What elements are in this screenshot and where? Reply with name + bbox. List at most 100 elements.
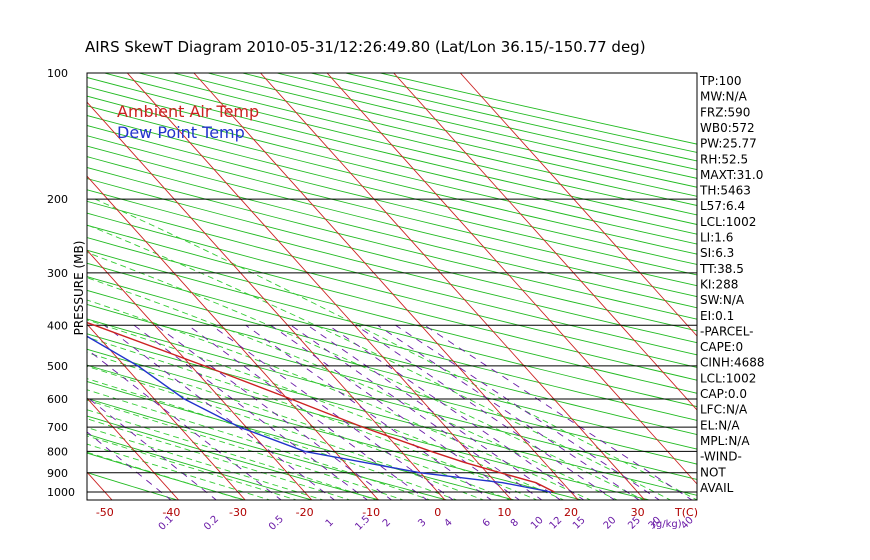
stat-line: NOT <box>700 465 726 479</box>
stat-line: MPL:N/A <box>700 434 750 448</box>
mixing-ratio-tick-label: 12 <box>548 515 565 532</box>
mixing-ratio-line <box>355 324 616 500</box>
mixing-ratio-tick-label: 1 <box>324 517 336 529</box>
mixing-ratio-line <box>211 324 454 500</box>
pressure-tick-label: 100 <box>47 67 68 80</box>
mixing-ratio-tick-label: 0.2 <box>202 514 221 533</box>
pressure-tick-label: 400 <box>47 319 68 332</box>
dry-adiabat-line <box>87 212 697 368</box>
dry-adiabat-line <box>87 303 697 465</box>
dry-adiabat-line <box>87 276 697 436</box>
legend-dew-point-temp: Dew Point Temp <box>117 123 245 142</box>
series-lines <box>87 321 555 493</box>
dry-adiabat-line <box>87 115 697 265</box>
dry-adiabat-line <box>87 135 697 287</box>
dry-adiabat-line <box>207 73 697 188</box>
mixing-ratio-tick-label: 20 <box>602 515 619 532</box>
pressure-tick-label: 500 <box>47 360 68 373</box>
isotherm-line <box>0 73 46 501</box>
dry-adiabat-line <box>87 125 697 276</box>
bottom-temp-tick-label: -10 <box>362 506 380 519</box>
stat-line: EL:N/A <box>700 418 740 432</box>
stat-line: CAPE:0 <box>700 340 743 354</box>
mixing-ratio-line <box>87 431 172 500</box>
dry-adiabat-line <box>87 249 697 408</box>
pressure-tick-label: 600 <box>47 393 68 406</box>
chart-title: AIRS SkewT Diagram 2010-05-31/12:26:49.8… <box>85 38 646 56</box>
bottom-temp-tick-labels: -50 -40 -30 -20 -10 0 10 20 30 <box>96 506 645 519</box>
grid-lines <box>0 73 697 501</box>
isotherm-line <box>126 73 513 500</box>
mixing-ratio-line <box>245 324 493 500</box>
bottom-temp-tick-label: 30 <box>631 506 645 519</box>
moist-adiabat-line <box>87 251 645 500</box>
moist-adiabat-line <box>87 352 512 500</box>
mixing-ratio-tick-label: 8 <box>509 517 521 529</box>
isotherm-line <box>193 73 579 500</box>
mixing-ratio-line <box>87 396 217 500</box>
y-axis-label: PRESSURE (MB) <box>72 241 86 336</box>
moist-adiabat-line <box>87 399 405 500</box>
bottom-temp-tick-label: 0 <box>434 506 441 519</box>
stat-line: MW:N/A <box>700 90 748 104</box>
stat-line: SW:N/A <box>700 293 745 307</box>
stat-line: TT:38.5 <box>699 262 744 276</box>
dry-adiabat-line <box>87 333 697 496</box>
stat-line: LI:1.6 <box>700 231 733 245</box>
pressure-tick-label: 800 <box>47 445 68 458</box>
dry-adiabat-line <box>87 289 697 450</box>
moist-adiabat-line <box>87 299 592 500</box>
mixing-ratio-line <box>377 324 640 500</box>
pressure-tick-label: 700 <box>47 421 68 434</box>
moist-adiabat-line <box>87 277 619 500</box>
isotherm-line <box>326 73 697 485</box>
stat-line: PW:25.77 <box>700 137 757 151</box>
dry-adiabat-line <box>311 73 697 162</box>
isotherm-line <box>87 397 180 500</box>
stat-line: AVAIL <box>700 481 734 495</box>
mixing-ratio-line <box>424 324 693 500</box>
dew-point-temp-line <box>87 335 552 493</box>
dry-adiabat-line <box>87 178 697 332</box>
dry-adiabat-line <box>87 105 697 255</box>
moist-adiabat-line <box>94 198 697 500</box>
mixing-ratio-tick-label: 10 <box>529 515 546 532</box>
stat-line: RH:52.5 <box>700 152 748 166</box>
pressure-tick-label: 200 <box>47 193 68 206</box>
mixing-ratio-tick-label: 3 <box>416 517 428 529</box>
bottom-temp-tick-label: 20 <box>564 506 578 519</box>
stat-line: FRZ:590 <box>700 105 750 119</box>
mixing-ratio-line <box>187 324 428 500</box>
dry-adiabat-line <box>87 262 697 421</box>
mixing-ratio-line <box>104 324 336 500</box>
dry-adiabat-line <box>87 364 584 500</box>
dry-adiabat-line <box>87 381 516 500</box>
ambient-air-temp-line <box>87 321 555 493</box>
dry-adiabat-line <box>87 167 697 320</box>
pressure-tick-label: 300 <box>47 267 68 280</box>
bottom-temp-tick-label: -40 <box>162 506 180 519</box>
stat-line: L57:6.4 <box>700 199 745 213</box>
dry-adiabat-line <box>87 237 697 394</box>
mixing-ratio-line <box>133 324 369 500</box>
stat-line: WB0:572 <box>700 121 755 135</box>
dry-adiabat-line <box>87 452 246 500</box>
dry-adiabat-line <box>87 189 697 344</box>
bottom-temp-tick-label: -20 <box>296 506 314 519</box>
legend-ambient-air-temp: Ambient Air Temp <box>117 102 259 121</box>
stat-line: -PARCEL- <box>700 324 754 338</box>
stat-line: CINH:4688 <box>700 356 765 370</box>
dry-adiabat-line <box>87 224 697 381</box>
mixing-ratio-tick-label: 6 <box>481 517 493 529</box>
bottom-temp-tick-label: 10 <box>497 506 511 519</box>
isotherm-line <box>459 73 697 337</box>
isotherm-line <box>87 323 246 500</box>
dry-adiabat-line <box>138 73 697 206</box>
stat-line: SI:6.3 <box>700 246 734 260</box>
moist-adiabat-line <box>87 451 245 500</box>
dry-adiabat-line <box>87 415 381 500</box>
stat-line: MAXT:31.0 <box>700 168 763 182</box>
mixing-ratio-unit-label: (g/kg) <box>652 519 682 530</box>
stat-line: EI:0.1 <box>700 309 734 323</box>
